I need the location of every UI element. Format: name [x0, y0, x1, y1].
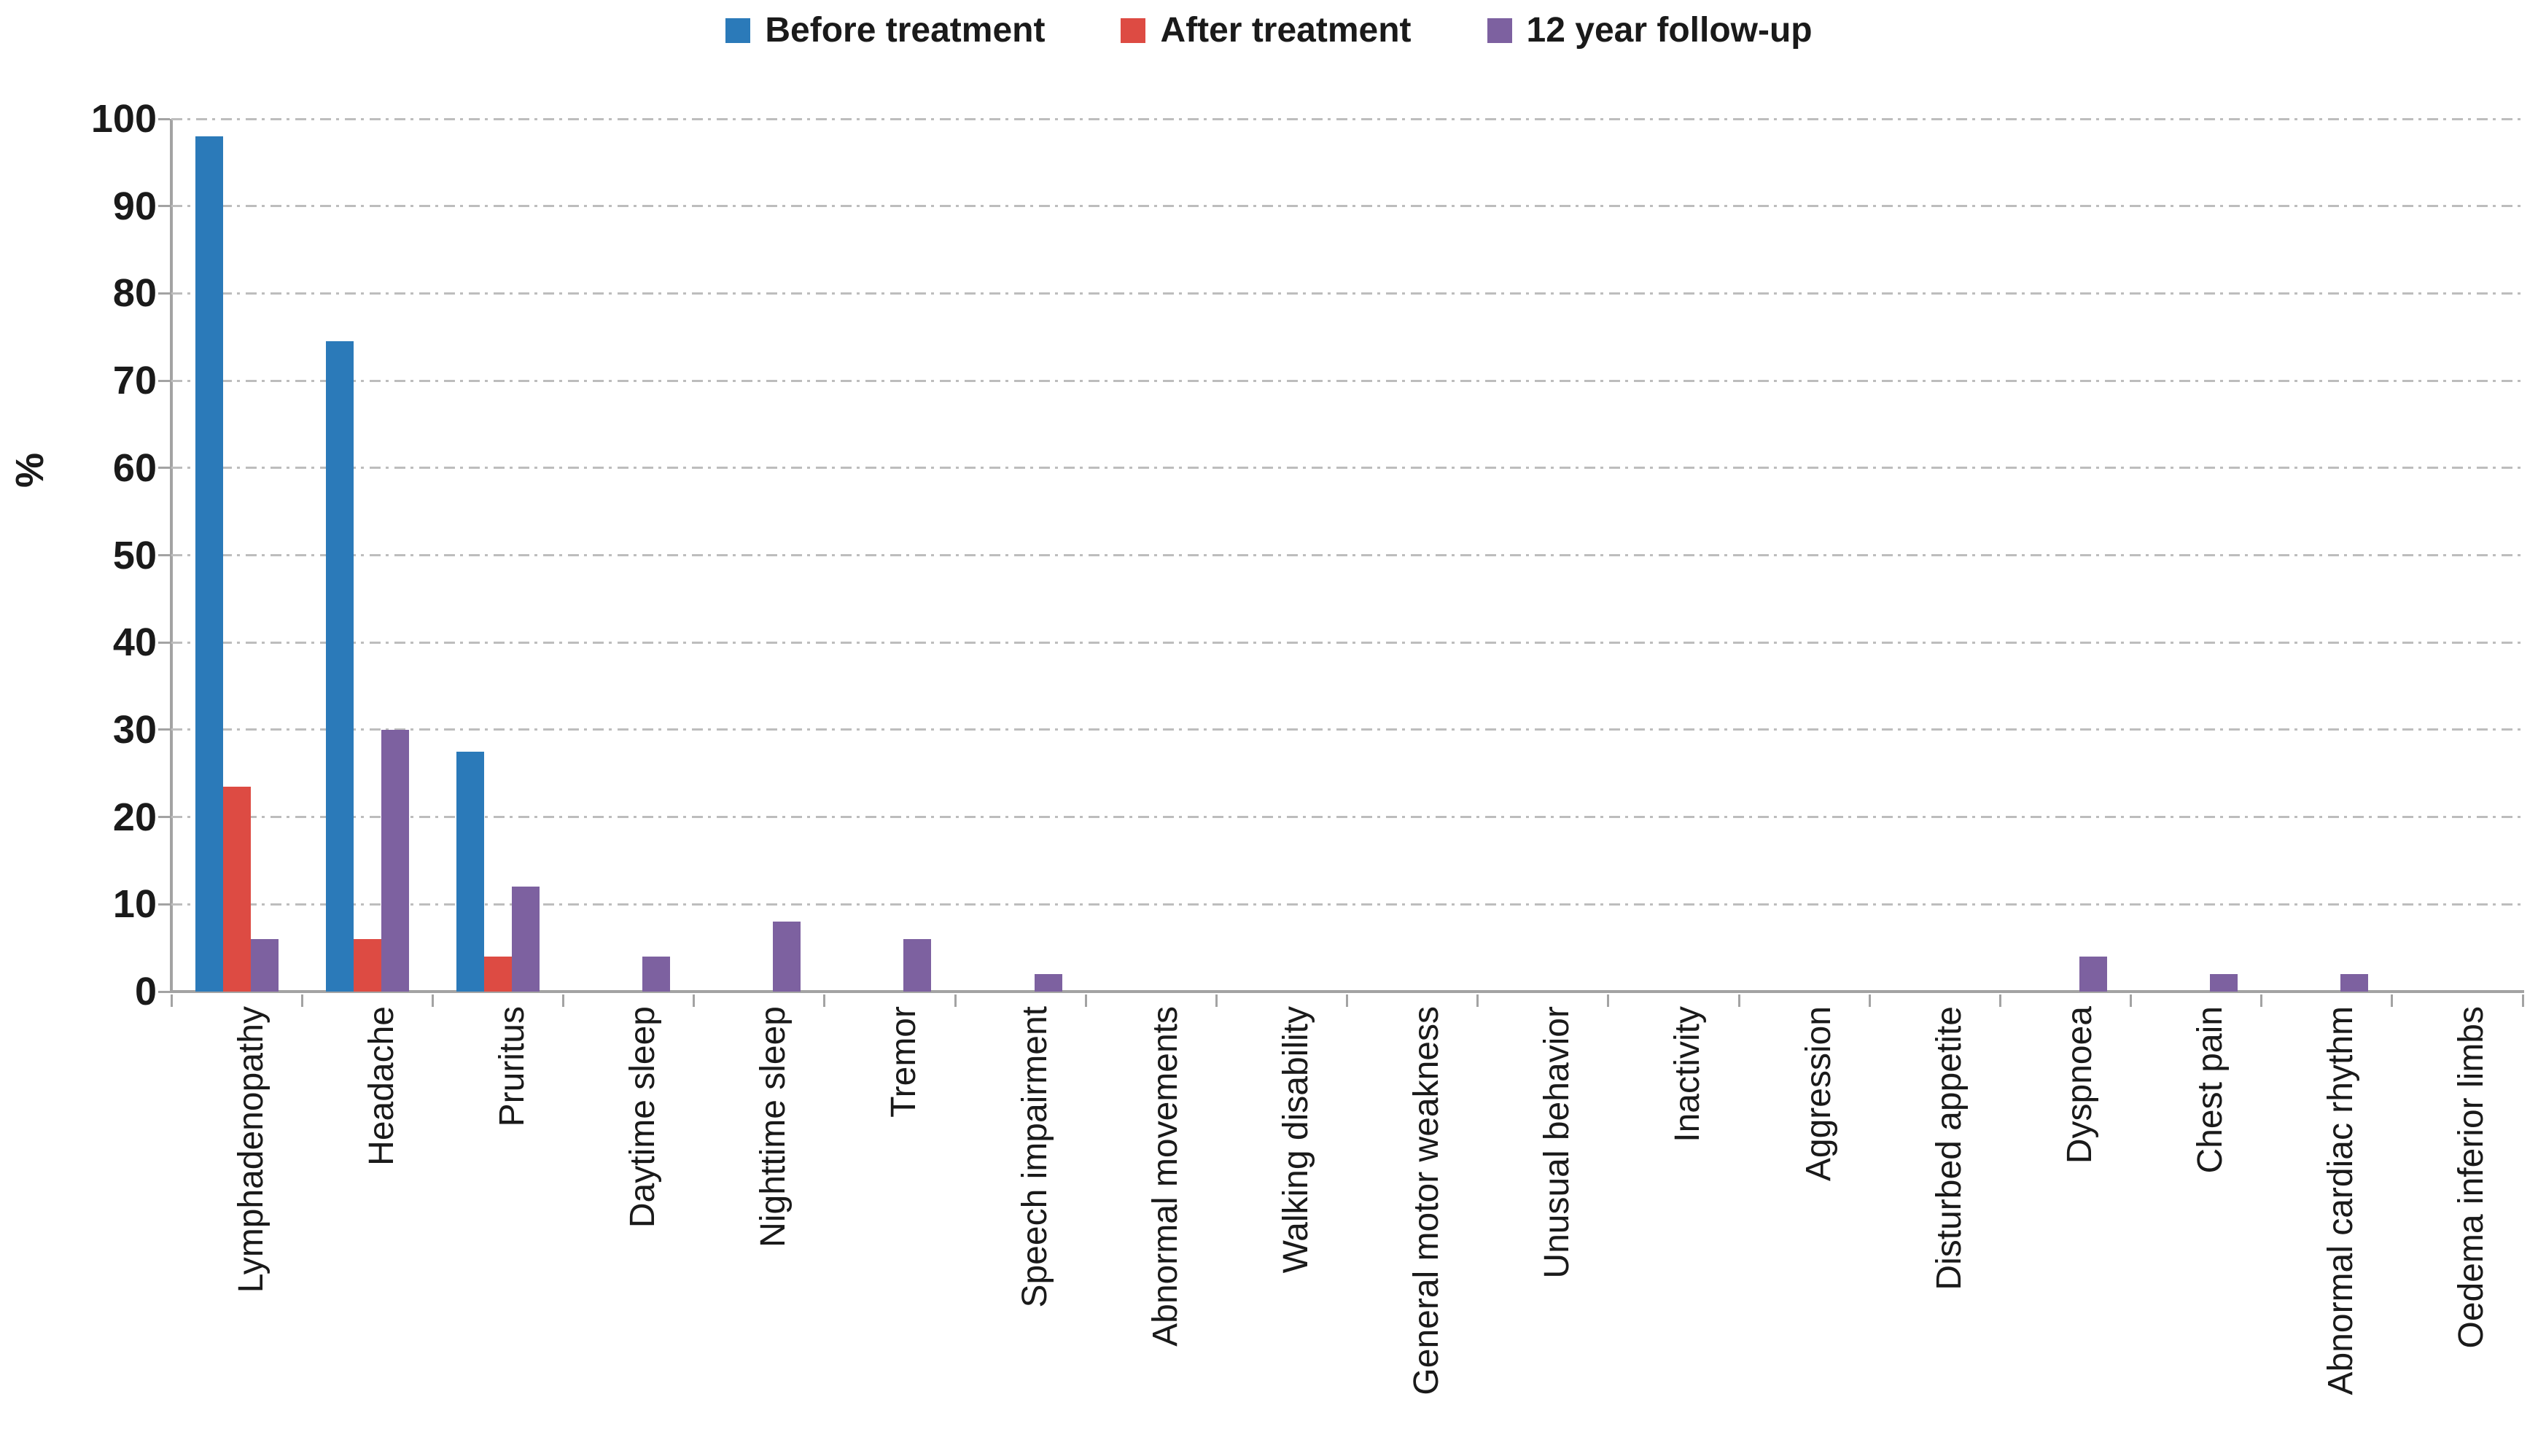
gridline: [171, 641, 2523, 644]
bar: [773, 922, 801, 992]
gridline: [171, 816, 2523, 819]
x-category-label: Speech impairment: [1015, 1006, 1054, 1308]
y-tick-label: 40: [112, 620, 157, 665]
bar: [381, 729, 409, 992]
y-tick-label: 10: [112, 882, 157, 927]
x-axis-tick: [693, 994, 696, 1007]
bar: [353, 939, 381, 992]
x-category-label: Lymphadenopathy: [231, 1006, 270, 1293]
gridline: [171, 117, 2523, 120]
x-axis-tick: [1998, 994, 2001, 1007]
bar: [2210, 974, 2238, 992]
x-category-label: Headache: [362, 1006, 401, 1166]
x-category-label: Abnormal cardiac rhythm: [2321, 1006, 2361, 1395]
y-axis-tick: [158, 728, 170, 731]
bar: [456, 751, 484, 992]
plot-area: [158, 117, 2524, 1007]
bar: [642, 957, 671, 992]
y-axis-tick: [158, 467, 170, 470]
legend-label: 12 year follow-up: [1526, 11, 1813, 50]
legend: Before treatment After treatment 12 year f…: [0, 10, 2538, 50]
y-axis-tick: [158, 205, 170, 208]
x-category-label: Aggression: [1799, 1006, 1838, 1182]
legend-item: Before treatment: [725, 10, 1045, 50]
x-category-label: Pruritus: [492, 1006, 532, 1127]
x-axis-tick: [2260, 994, 2263, 1007]
y-axis-tick: [158, 554, 170, 556]
x-axis-tick: [1346, 994, 1348, 1007]
x-axis-tick: [1476, 994, 1479, 1007]
x-category-label: Daytime sleep: [623, 1006, 663, 1229]
x-axis-tick: [1084, 994, 1087, 1007]
bar: [903, 939, 932, 992]
x-axis-tick: [1215, 994, 1218, 1007]
x-axis-tick: [431, 994, 434, 1007]
gridline: [171, 379, 2523, 382]
x-axis-tick: [1868, 994, 1871, 1007]
x-axis-tick: [1607, 994, 1610, 1007]
bar: [483, 957, 512, 992]
x-category-label: Dyspnoea: [2060, 1006, 2099, 1164]
x-category-label: Tremor: [884, 1006, 924, 1118]
bar: [511, 887, 540, 992]
legend-swatch-icon: [1487, 17, 1512, 43]
x-category-label: Abnormal movements: [1145, 1006, 1185, 1347]
y-tick-label: 100: [90, 97, 157, 141]
y-axis-title: %: [8, 453, 52, 488]
y-axis-tick: [158, 117, 170, 120]
x-axis-tick: [170, 994, 173, 1007]
legend-label: After treatment: [1160, 11, 1412, 50]
y-axis-tick: [158, 903, 170, 906]
x-axis-line: [170, 990, 2524, 993]
gridline: [171, 205, 2523, 208]
y-axis-tick: [158, 990, 170, 993]
x-axis-tick: [2130, 994, 2132, 1007]
legend-item: After treatment: [1121, 10, 1412, 50]
x-axis-tick: [2391, 994, 2394, 1007]
x-axis-tick: [562, 994, 564, 1007]
legend-item: 12 year follow-up: [1487, 10, 1813, 50]
y-tick-label: 60: [112, 445, 157, 490]
y-tick-label: 0: [134, 970, 157, 1013]
gridline: [171, 292, 2523, 295]
x-category-label: General motor weakness: [1407, 1006, 1447, 1395]
gridline: [171, 903, 2523, 906]
y-axis-tick: [158, 379, 170, 382]
y-tick-label: 70: [112, 359, 157, 403]
x-axis-tick: [823, 994, 826, 1007]
gridline: [171, 554, 2523, 556]
x-category-label: Walking disability: [1276, 1006, 1315, 1274]
legend-label: Before treatment: [765, 11, 1046, 50]
bar: [325, 341, 354, 992]
y-tick-label: 30: [112, 707, 157, 752]
bar: [2340, 974, 2369, 992]
y-axis-tick: [158, 292, 170, 295]
x-category-label: Unusual behavior: [1538, 1006, 1577, 1279]
gridline: [171, 467, 2523, 470]
x-axis-tick: [2521, 994, 2524, 1007]
y-tick-label: 80: [112, 271, 157, 316]
y-tick-label: 20: [112, 795, 157, 839]
x-axis-tick: [1737, 994, 1740, 1007]
bar: [195, 136, 223, 992]
y-axis-tick: [158, 641, 170, 644]
legend-swatch-icon: [1121, 17, 1146, 43]
x-category-label: Disturbed appetite: [1929, 1006, 1969, 1290]
y-tick-label: 50: [112, 533, 157, 577]
gridline: [171, 728, 2523, 731]
y-tick-label: 90: [112, 184, 157, 228]
y-axis-tick: [158, 816, 170, 819]
bar: [1034, 974, 1062, 992]
x-category-label: Inactivity: [1668, 1006, 1708, 1142]
x-axis-tick: [954, 994, 957, 1007]
x-category-label: Chest pain: [2191, 1006, 2230, 1174]
bar: [250, 939, 279, 992]
bar: [222, 786, 251, 992]
x-axis-tick: [300, 994, 303, 1007]
x-category-label: Oedema inferior limbs: [2452, 1006, 2491, 1349]
bar: [2079, 957, 2107, 992]
legend-swatch-icon: [725, 17, 751, 43]
x-category-label: Nighttime sleep: [754, 1006, 793, 1247]
